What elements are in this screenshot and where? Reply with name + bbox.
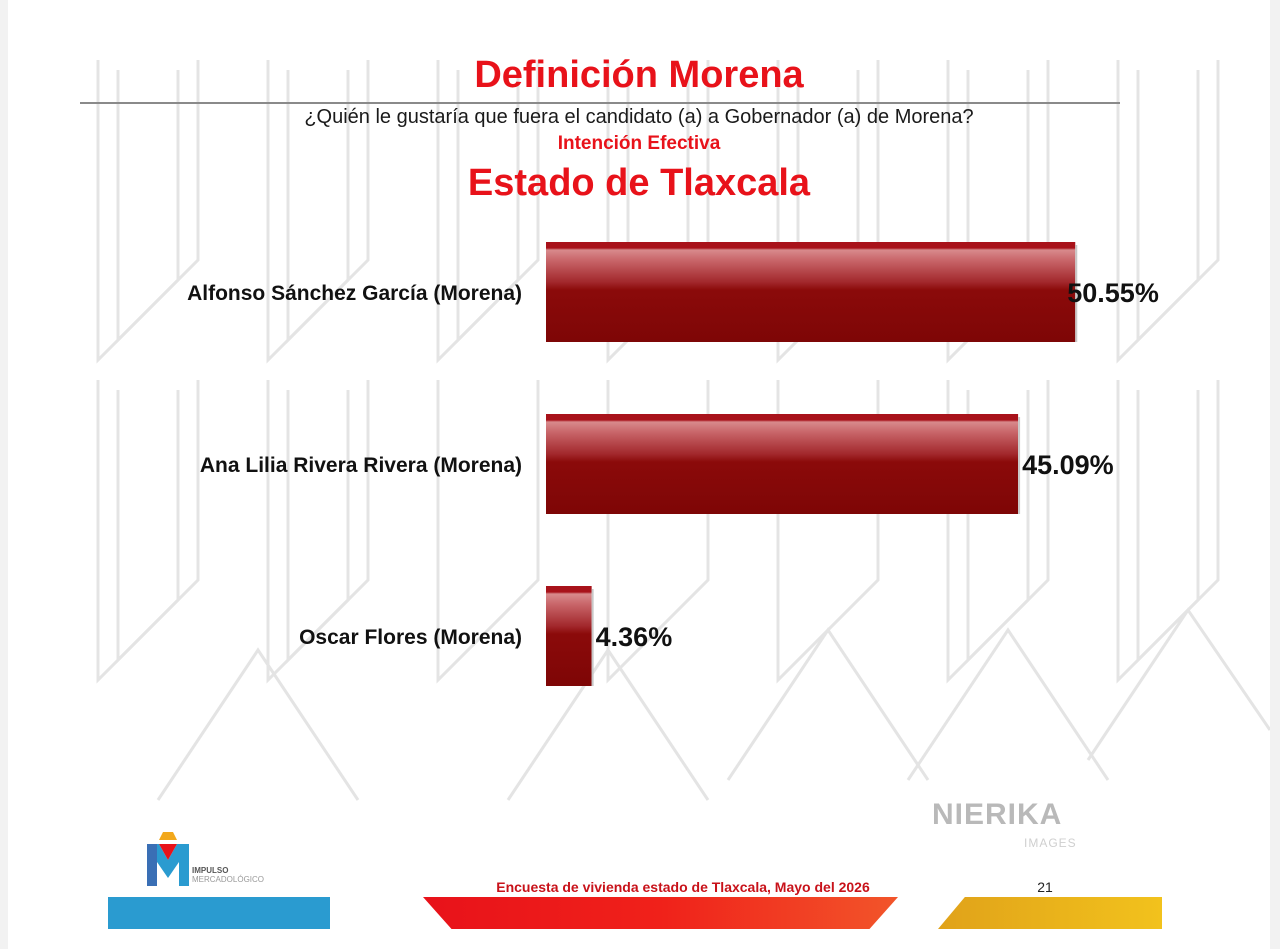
region-title: Estado de Tlaxcala bbox=[467, 162, 811, 204]
bar-shadow bbox=[1018, 417, 1021, 514]
logo-line2: MERCADOLÓGICO bbox=[192, 875, 265, 884]
impulso-logo-icon bbox=[147, 832, 189, 886]
bar-shadow bbox=[1075, 245, 1078, 342]
category-label: Alfonso Sánchez García (Morena) bbox=[187, 282, 522, 305]
footer-survey-text: Encuesta de vivienda estado de Tlaxcala,… bbox=[496, 879, 870, 895]
value-label: 45.09% bbox=[1022, 450, 1114, 480]
bar bbox=[546, 586, 592, 686]
watermark-sub: IMAGES bbox=[1024, 836, 1077, 850]
page-number: 21 bbox=[1037, 879, 1053, 895]
logo-text: IMPULSO MERCADOLÓGICO bbox=[192, 866, 302, 884]
footer-red-bar bbox=[423, 897, 898, 929]
bar-shadow bbox=[591, 589, 594, 686]
survey-question: ¿Quién le gustaría que fuera el candidat… bbox=[304, 106, 974, 128]
footer-blue-bar bbox=[108, 897, 330, 929]
header-rule bbox=[80, 102, 1120, 104]
category-label: Ana Lilia Rivera Rivera (Morena) bbox=[200, 454, 522, 477]
value-label: 50.55% bbox=[1067, 278, 1159, 308]
logo-line1: IMPULSO bbox=[192, 866, 229, 875]
chart-title: Definición Morena bbox=[474, 54, 804, 96]
chart-subtitle: Intención Efectiva bbox=[557, 133, 721, 154]
value-label: 4.36% bbox=[596, 622, 673, 652]
background-pattern bbox=[96, 60, 1270, 801]
bar-chart: Alfonso Sánchez García (Morena) 50.55% Ana… bbox=[187, 242, 1159, 686]
footer-yellow-bar bbox=[938, 897, 1162, 929]
category-label: Oscar Flores (Morena) bbox=[299, 626, 522, 649]
bar bbox=[546, 414, 1019, 514]
watermark-brand: NIERIKA bbox=[932, 798, 1063, 831]
bar bbox=[546, 242, 1076, 342]
slide: Definición Morena ¿Quién le gustaría que… bbox=[8, 0, 1270, 949]
